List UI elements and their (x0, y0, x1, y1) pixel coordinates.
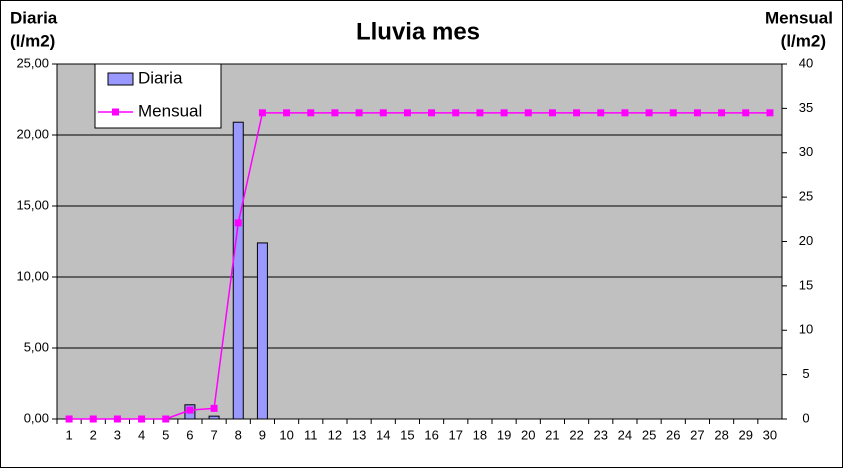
marker (89, 415, 97, 423)
marker (573, 109, 581, 117)
marker (597, 109, 605, 117)
x-tick-label: 18 (473, 427, 487, 442)
marker (669, 109, 677, 117)
legend-label: Diaria (138, 68, 183, 87)
chart-title: Lluvia mes (356, 18, 480, 45)
marker (645, 109, 653, 117)
y-tick-label: 10,00 (16, 268, 49, 283)
x-tick-label: 7 (210, 427, 217, 442)
marker (500, 109, 508, 117)
x-tick-label: 13 (352, 427, 366, 442)
marker (283, 109, 291, 117)
marker (65, 415, 73, 423)
y-tick-label: 15,00 (16, 197, 49, 212)
marker (113, 415, 121, 423)
y2-tick-label: 15 (799, 277, 813, 292)
x-tick-label: 22 (569, 427, 583, 442)
legend-swatch (107, 72, 134, 86)
x-tick-label: 29 (739, 427, 753, 442)
legend-marker (112, 108, 119, 116)
marker (621, 109, 629, 117)
x-tick-label: 6 (186, 427, 193, 442)
marker (379, 109, 387, 117)
y-tick-label: 0,00 (24, 410, 49, 425)
marker (210, 404, 218, 412)
bar (232, 121, 244, 420)
x-tick-label: 8 (235, 427, 242, 442)
x-tick-label: 30 (763, 427, 777, 442)
marker (186, 406, 194, 414)
x-tick-label: 14 (376, 427, 390, 442)
marker (524, 109, 532, 117)
marker (548, 109, 556, 117)
x-tick-label: 3 (114, 427, 121, 442)
marker (766, 109, 774, 117)
x-tick-label: 20 (521, 427, 535, 442)
marker (234, 219, 242, 227)
y2-tick-label: 40 (799, 55, 813, 70)
line (69, 112, 770, 420)
y-tick-label: 20,00 (16, 126, 49, 141)
y2-tick-label: 5 (802, 366, 809, 381)
marker (138, 415, 146, 423)
x-tick-label: 16 (424, 427, 438, 442)
y2-axis-label: (l/m2) (781, 31, 826, 50)
x-tick-label: 21 (545, 427, 559, 442)
y2-axis-label: Mensual (765, 8, 833, 27)
marker (258, 109, 266, 117)
x-tick-label: 25 (642, 427, 656, 442)
x-tick-label: 11 (304, 427, 318, 442)
marker (331, 109, 339, 117)
x-tick-label: 27 (690, 427, 704, 442)
y2-tick-label: 20 (799, 233, 813, 248)
y2-tick-label: 0 (802, 410, 809, 425)
x-tick-label: 28 (714, 427, 728, 442)
y2-tick-label: 25 (799, 189, 813, 204)
marker (742, 109, 750, 117)
x-tick-label: 1 (65, 427, 72, 442)
y2-tick-label: 10 (799, 322, 813, 337)
x-tick-label: 19 (497, 427, 511, 442)
y-axis-label: Diaria (10, 8, 58, 27)
marker (428, 109, 436, 117)
y-tick-label: 25,00 (16, 55, 49, 70)
x-tick-label: 24 (618, 427, 632, 442)
x-tick-label: 23 (594, 427, 608, 442)
x-tick-label: 10 (279, 427, 293, 442)
y2-tick-label: 30 (799, 144, 813, 159)
x-tick-label: 15 (400, 427, 414, 442)
y-tick-label: 5,00 (24, 339, 49, 354)
x-tick-label: 4 (138, 427, 145, 442)
marker (403, 109, 411, 117)
x-tick-label: 17 (449, 427, 463, 442)
marker (476, 109, 484, 117)
x-tick-label: 9 (259, 427, 266, 442)
y-axis-label: (l/m2) (10, 31, 55, 50)
x-tick-label: 5 (162, 427, 169, 442)
bar (208, 415, 220, 420)
marker (355, 109, 363, 117)
x-tick-label: 12 (328, 427, 342, 442)
y2-tick-label: 35 (799, 100, 813, 115)
bar (256, 242, 268, 420)
x-tick-label: 26 (666, 427, 680, 442)
marker (452, 109, 460, 117)
marker (693, 109, 701, 117)
legend-label: Mensual (138, 101, 202, 120)
marker (162, 415, 170, 423)
marker (307, 109, 315, 117)
x-tick-label: 2 (90, 427, 97, 442)
marker (718, 109, 726, 117)
